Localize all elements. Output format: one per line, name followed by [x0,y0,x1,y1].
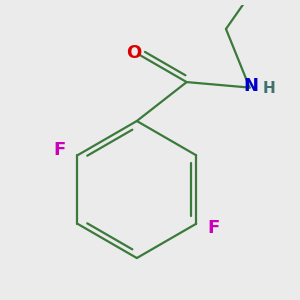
Text: O: O [126,44,142,62]
Text: N: N [243,77,258,95]
Text: F: F [54,141,66,159]
Text: H: H [262,81,275,96]
Text: F: F [208,219,220,237]
